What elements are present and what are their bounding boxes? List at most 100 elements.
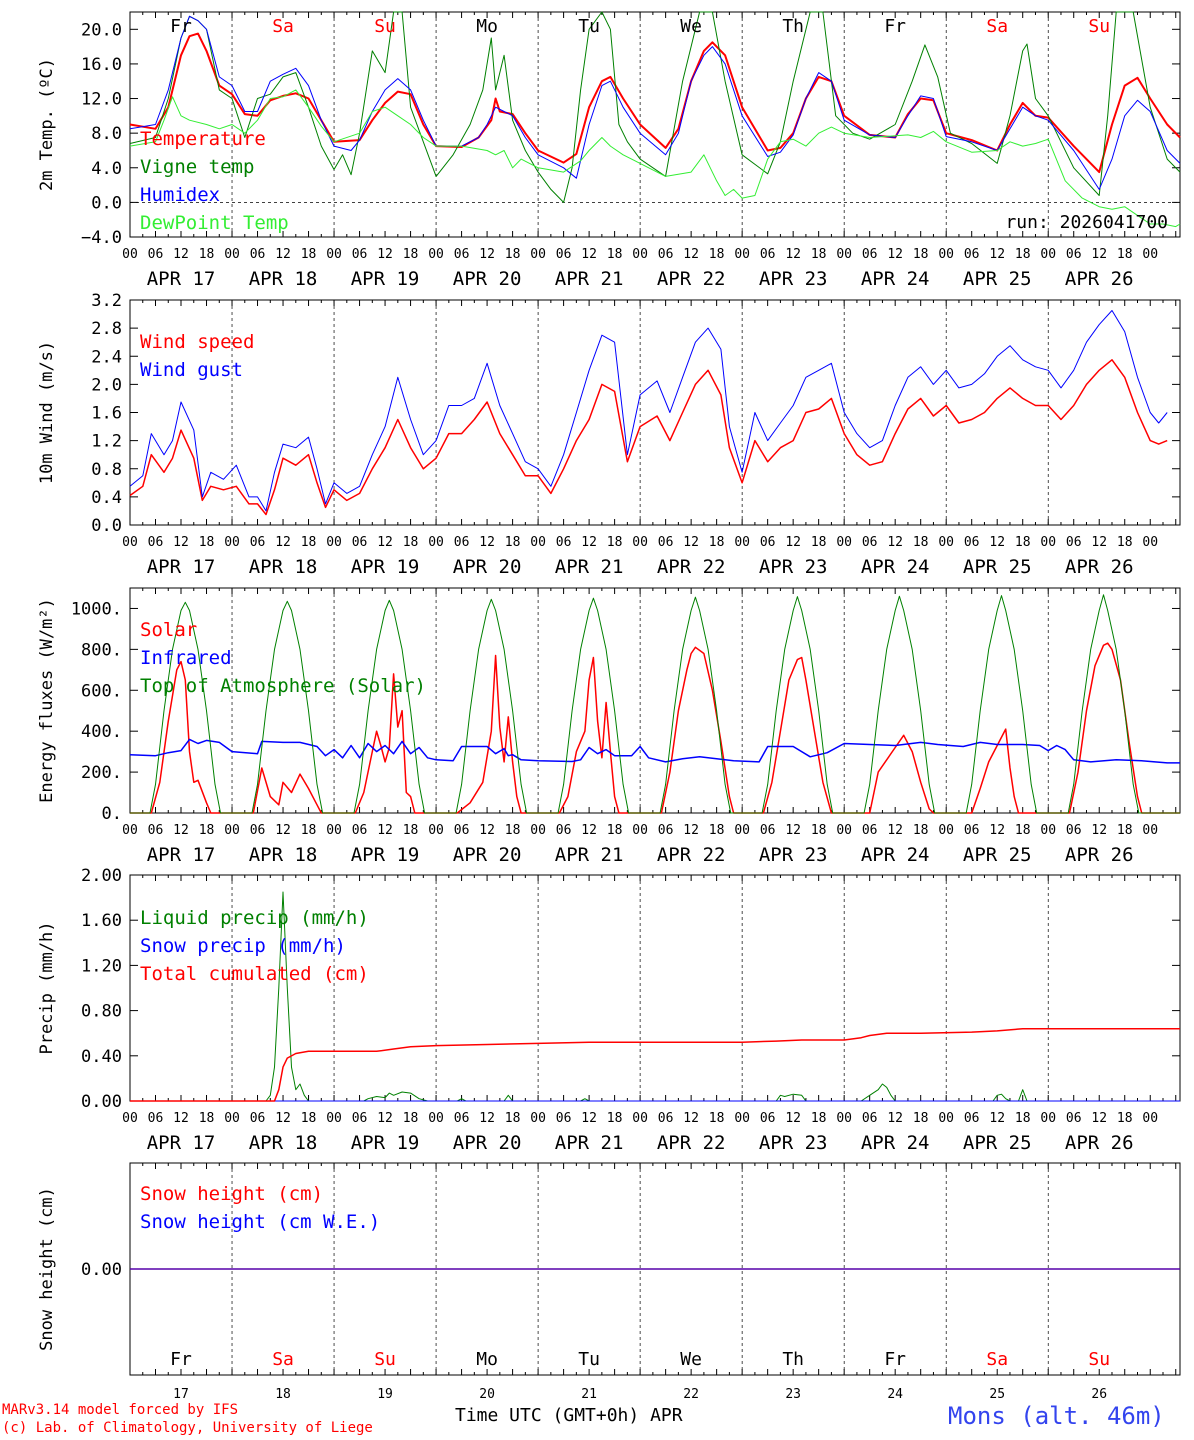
hour-tick-label: 18: [811, 247, 827, 262]
day-number: 24: [887, 1387, 903, 1402]
hour-tick-label: 00: [326, 535, 342, 550]
hour-tick-label: 06: [964, 1111, 980, 1126]
day-number: 26: [1091, 1387, 1107, 1402]
legend-entry: Wind gust: [140, 359, 243, 381]
hour-tick-label: 12: [683, 247, 699, 262]
hour-tick-label: 00: [428, 535, 444, 550]
legend-entry: Infrared: [140, 647, 232, 669]
hour-tick-label: 06: [1066, 823, 1082, 838]
hour-tick-label: 06: [556, 823, 572, 838]
hour-tick-label: 18: [1117, 247, 1133, 262]
day-label: Fr: [884, 1349, 906, 1370]
day-label: Su: [374, 16, 396, 37]
series-solar: [130, 642, 1180, 814]
hour-tick-label: 06: [148, 535, 164, 550]
y-tick-label: 2.4: [91, 347, 122, 367]
hour-tick-label: 18: [301, 247, 317, 262]
hour-tick-label: 00: [428, 247, 444, 262]
hour-tick-label: 18: [1117, 823, 1133, 838]
hour-tick-label: 00: [734, 247, 750, 262]
y-tick-label: 2.00: [81, 866, 122, 886]
hour-tick-label: 18: [607, 823, 623, 838]
hour-tick-label: 12: [581, 535, 597, 550]
y-tick-label: 2.0: [91, 375, 122, 395]
day-number: 18: [275, 1387, 291, 1402]
day-number: 21: [581, 1387, 597, 1402]
hour-tick-label: 18: [811, 535, 827, 550]
date-label: APR 20: [453, 268, 522, 290]
hour-tick-label: 06: [964, 535, 980, 550]
day-label: Th: [782, 1349, 804, 1370]
hour-tick-label: 12: [887, 247, 903, 262]
day-number: 23: [785, 1387, 801, 1402]
hour-tick-label: 18: [505, 247, 521, 262]
day-label: Fr: [884, 16, 906, 37]
hour-tick-label: 12: [173, 823, 189, 838]
legend-entry: Top of Atmosphere (Solar): [140, 675, 426, 697]
hour-tick-label: 00: [1142, 823, 1158, 838]
plot-frame: [129, 587, 1181, 814]
date-label: APR 24: [861, 268, 930, 290]
y-tick-label: 0.8: [91, 460, 122, 480]
legend-entry: Wind speed: [140, 331, 254, 353]
date-label: APR 18: [249, 268, 318, 290]
hour-tick-label: 00: [326, 247, 342, 262]
hour-tick-label: 18: [403, 823, 419, 838]
hour-tick-label: 06: [658, 247, 674, 262]
hour-tick-label: 00: [122, 247, 138, 262]
y-tick-label: 0.80: [81, 1002, 122, 1022]
date-label: APR 23: [759, 268, 828, 290]
hour-tick-label: 12: [1091, 247, 1107, 262]
y-tick-label: 800.: [81, 640, 122, 660]
panel-flux: 1000. 800. 600. 400. 200. 0. Energy fluxes (W/…: [37, 587, 1181, 866]
day-label: Tu: [578, 1349, 600, 1370]
series-infrared: [129, 738, 1180, 764]
hour-tick-label: 12: [377, 535, 393, 550]
hour-tick-label: 12: [173, 1111, 189, 1126]
legend-entry: Snow precip (mm/h): [140, 935, 346, 957]
day-number: 20: [479, 1387, 495, 1402]
hour-tick-label: 12: [275, 247, 291, 262]
plot-frame: [129, 11, 1181, 238]
y-tick-label: 0.00: [81, 1092, 122, 1112]
hour-tick-label: 06: [352, 823, 368, 838]
hour-tick-label: 18: [1015, 1111, 1031, 1126]
hour-tick-label: 06: [760, 535, 776, 550]
y-tick-label: 1.6: [91, 404, 122, 424]
hour-tick-label: 12: [377, 247, 393, 262]
hour-tick-label: 06: [250, 823, 266, 838]
hour-tick-label: 12: [581, 247, 597, 262]
hour-tick-label: 18: [709, 1111, 725, 1126]
y-axis-label: 2m Temp. (ºC): [37, 58, 57, 191]
hour-tick-label: 12: [683, 823, 699, 838]
y-tick-label: 1.20: [81, 956, 122, 976]
day-label: We: [680, 16, 702, 37]
hour-tick-label: 12: [785, 1111, 801, 1126]
hour-tick-label: 06: [556, 1111, 572, 1126]
hour-tick-label: 18: [913, 823, 929, 838]
hour-tick-label: 12: [275, 823, 291, 838]
hour-tick-label: 06: [964, 247, 980, 262]
hour-tick-label: 18: [811, 1111, 827, 1126]
date-label: APR 17: [147, 844, 216, 866]
day-label: Su: [374, 1349, 396, 1370]
hour-tick-label: 06: [352, 247, 368, 262]
y-axis-label: Precip (mm/h): [37, 921, 57, 1054]
hour-tick-label: 00: [734, 535, 750, 550]
hour-tick-label: 06: [1066, 535, 1082, 550]
hour-tick-label: 06: [352, 535, 368, 550]
hour-tick-label: 06: [1066, 1111, 1082, 1126]
hour-tick-label: 18: [913, 247, 929, 262]
plot-frame: [129, 299, 1181, 526]
hour-tick-label: 12: [683, 535, 699, 550]
hour-tick-label: 12: [581, 823, 597, 838]
hour-tick-label: 00: [1142, 1111, 1158, 1126]
panel-temp: 20.0 16.0 12.0 8.0 4.0 0.0 −4.0 2m Temp. (ºC) Te…: [37, 11, 1181, 290]
series-total-cumulated-cm-: [130, 1027, 1180, 1102]
y-tick-label: 600.: [81, 681, 122, 701]
hour-tick-label: 18: [1015, 823, 1031, 838]
hour-tick-label: 12: [1091, 823, 1107, 838]
hour-tick-label: 06: [658, 823, 674, 838]
legend-entry: Liquid precip (mm/h): [140, 907, 369, 929]
hour-tick-label: 12: [989, 247, 1005, 262]
